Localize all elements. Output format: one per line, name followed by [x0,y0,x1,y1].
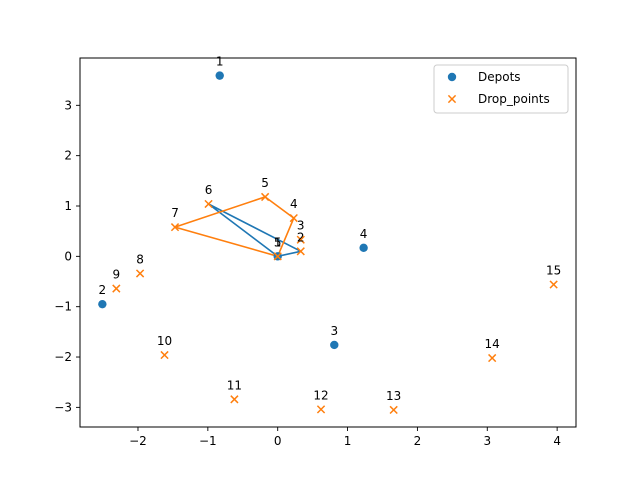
drop-point-marker [273,252,282,261]
point-label: 5 [261,176,269,190]
drop-point-marker [296,235,305,244]
legend: Depots Drop_points [433,64,569,114]
y-tick-label: −1 [54,300,72,314]
point-label: 4 [290,197,298,211]
drop-point-marker [296,247,305,256]
drop-point-marker [160,350,169,360]
point-label: 3 [297,219,305,233]
drop-point-marker [204,199,213,209]
drop-point-marker [112,284,121,293]
point-label: 12 [313,388,328,402]
points-layer [98,71,558,415]
legend-label: Depots [478,70,521,84]
legend-depots-marker [447,72,457,82]
drop-point-marker [170,223,180,232]
point-label: 3 [330,324,338,338]
axes-frame [79,57,577,428]
drop-point-marker [316,405,326,414]
point-label: 8 [136,252,144,266]
depot-point [98,299,107,309]
y-tick-label: 0 [64,249,72,263]
point-label: 9 [113,268,121,282]
point-label: 1 [216,55,224,69]
routes-layer [174,196,302,258]
drop-point-marker [230,395,239,404]
x-tick-label: −1 [199,434,217,448]
route-blue [207,203,302,258]
depot-point [359,243,368,252]
x-axis-ticks: −2 −1 0 1 2 3 4 [129,427,561,448]
y-tick-label: 1 [64,199,72,213]
point-label: 15 [546,264,561,278]
y-tick-label: 3 [64,98,72,112]
point-label: 10 [157,334,172,348]
legend-label: Drop_points [478,92,550,106]
x-tick-label: 2 [414,434,422,448]
x-tick-label: 3 [483,434,491,448]
drop-point-marker [260,192,270,202]
point-label: 14 [485,337,500,351]
y-tick-label: −3 [54,400,72,414]
drop-point-marker [549,280,558,289]
point-label: 2 [99,283,107,297]
depot-point [330,340,339,350]
x-tick-label: 0 [274,434,282,448]
legend-drop-points-marker [447,94,457,104]
depot-point [215,71,224,80]
point-label: 2 [297,230,305,244]
x-tick-label: 4 [553,434,561,448]
point-label: 4 [360,227,368,241]
drop-point-marker [289,213,298,223]
y-tick-label: −2 [54,350,72,364]
drop-point-marker [389,405,398,415]
point-label: 5 [274,235,282,249]
point-label: 7 [171,206,179,220]
y-axis-ticks: −3 −2 −1 0 1 2 3 [54,98,80,414]
point-label: 6 [205,183,213,197]
x-tick-label: 1 [344,434,352,448]
legend-box [433,64,569,114]
point-label: 13 [386,389,401,403]
x-tick-label: −2 [129,434,147,448]
y-tick-label: 2 [64,149,72,163]
point-label: 11 [227,378,242,392]
point-label: 1 [274,235,282,249]
drop-point-marker [488,353,497,363]
drop-point-marker [135,269,145,278]
